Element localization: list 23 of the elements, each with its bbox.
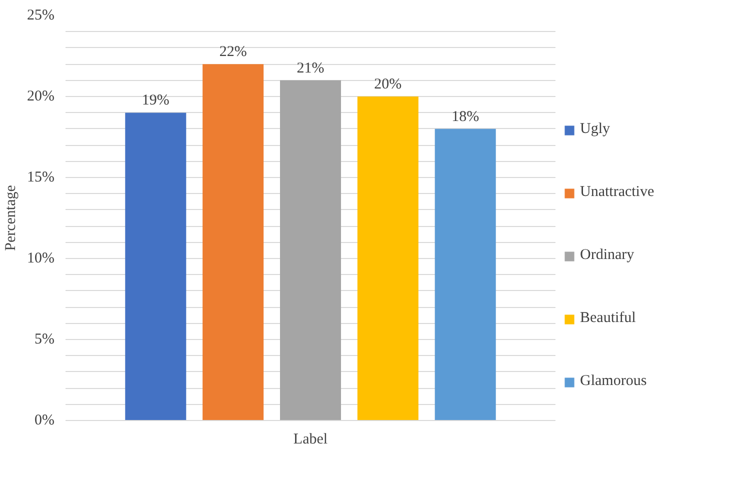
legend-label: Ordinary	[580, 247, 634, 264]
y-axis-title: Percentage	[3, 184, 20, 251]
y-tick-label: 0%	[34, 412, 55, 428]
y-tick-label: 25%	[27, 8, 55, 24]
legend-label: Unattractive	[580, 184, 654, 201]
legend-label: Ugly	[580, 121, 610, 138]
bar	[125, 112, 186, 420]
legend-label: Glamorous	[580, 373, 647, 390]
bar	[357, 96, 418, 420]
legend-label: Beautiful	[580, 310, 636, 327]
y-tick-label: 20%	[27, 88, 55, 104]
data-label: 21%	[296, 60, 324, 76]
y-tick-label: 10%	[27, 250, 55, 266]
bar	[280, 80, 342, 420]
data-label: 19%	[142, 92, 170, 109]
data-label: 22%	[219, 44, 247, 60]
data-label: 20%	[374, 76, 402, 92]
y-tick-label: 15%	[27, 170, 55, 186]
y-tick-label: 5%	[34, 332, 55, 348]
data-label: 18%	[452, 108, 480, 125]
bar	[434, 128, 496, 420]
x-axis-title: Label	[293, 432, 328, 448]
bar	[202, 64, 264, 420]
